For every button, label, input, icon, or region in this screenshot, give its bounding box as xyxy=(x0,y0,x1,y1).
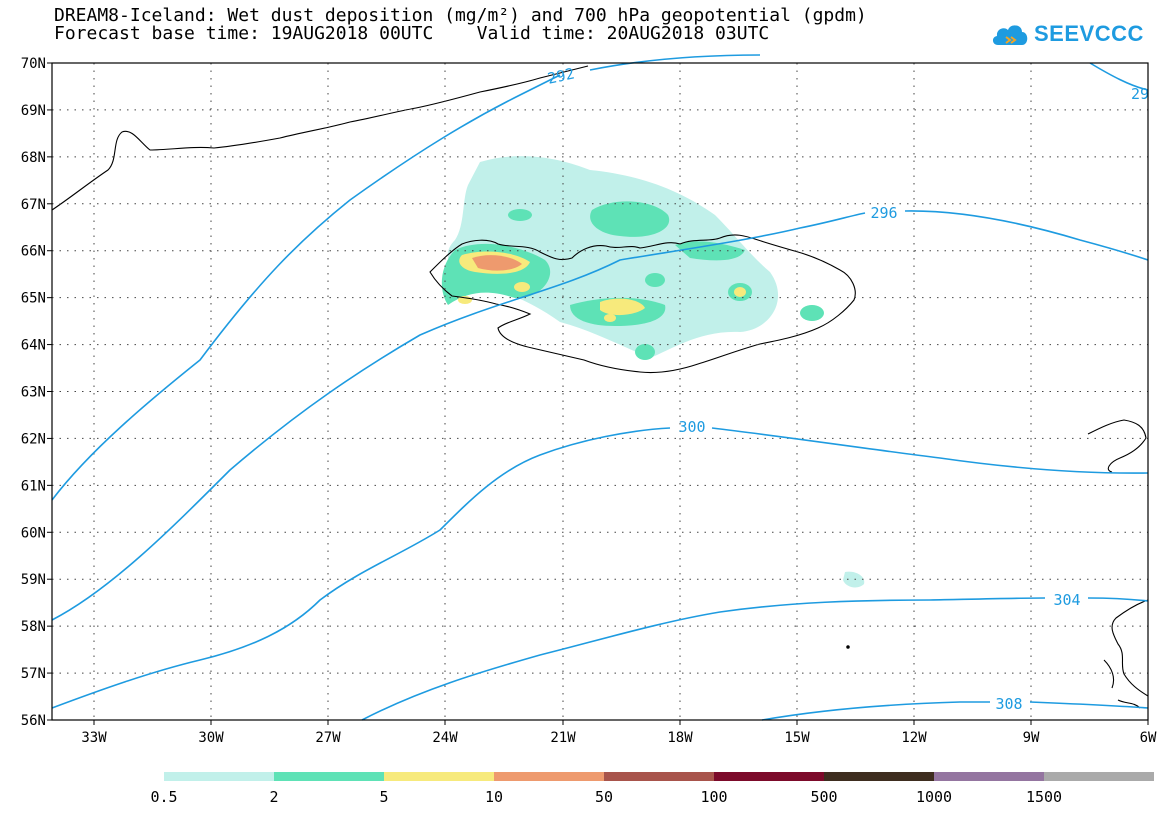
coastlines xyxy=(51,65,1149,709)
dust-area-light xyxy=(843,571,865,588)
dust-deposition-shading xyxy=(441,156,865,588)
lat-label: 65N xyxy=(21,291,46,307)
latitude-axis: 70N 69N 68N 67N 66N 65N 64N 63N 62N 61N 60N 59N 58N 5… xyxy=(21,56,52,729)
dust-area-green xyxy=(508,209,532,221)
legend-label: 2 xyxy=(269,788,278,806)
contour-line xyxy=(761,701,990,721)
legend-label: 0.5 xyxy=(150,788,177,806)
dust-area-yellow xyxy=(600,298,645,316)
contour-label: 292 xyxy=(546,64,576,87)
lat-label: 57N xyxy=(21,666,46,682)
lon-label: 24W xyxy=(432,730,458,746)
dust-area-green xyxy=(645,273,665,287)
lat-label: 66N xyxy=(21,244,46,260)
scotland-mainland-coastline xyxy=(1103,599,1149,709)
legend-swatch xyxy=(714,772,824,781)
dust-area-yellow xyxy=(514,282,530,292)
geopotential-contours: 292 29 296 300 304 308 xyxy=(51,54,1149,721)
contour-line xyxy=(711,427,1149,474)
legend-label: 100 xyxy=(700,788,727,806)
lon-label: 21W xyxy=(550,730,576,746)
lat-label: 60N xyxy=(21,525,46,541)
lon-label: 6W xyxy=(1140,730,1157,746)
lon-label: 12W xyxy=(901,730,927,746)
dust-area-light xyxy=(447,156,779,358)
legend-label: 1500 xyxy=(1026,788,1062,806)
contour-line xyxy=(1089,62,1149,91)
contour-line xyxy=(361,597,1046,721)
legend-swatch xyxy=(164,772,274,781)
lon-label: 9W xyxy=(1023,730,1040,746)
lon-label: 30W xyxy=(198,730,224,746)
lat-label: 61N xyxy=(21,478,46,494)
dust-area-green xyxy=(590,201,670,237)
forecast-times: Forecast base time: 19AUG2018 00UTC Vali… xyxy=(54,23,770,44)
lat-label: 62N xyxy=(21,431,46,447)
legend-swatch xyxy=(384,772,494,781)
color-legend: 0.5 2 5 10 50 100 500 1000 1500 xyxy=(150,772,1154,806)
lon-label: 15W xyxy=(784,730,810,746)
lat-label: 64N xyxy=(21,338,46,354)
legend-swatch xyxy=(604,772,714,781)
map-title: DREAM8-Iceland: Wet dust deposition (mg/… xyxy=(54,5,867,26)
dust-area-green xyxy=(800,305,824,321)
graticule xyxy=(52,63,1148,720)
legend-label: 5 xyxy=(379,788,388,806)
dust-area-green xyxy=(635,344,655,360)
lat-label: 63N xyxy=(21,385,46,401)
contour-line xyxy=(904,210,1149,261)
lat-label: 70N xyxy=(21,56,46,72)
lat-label: 69N xyxy=(21,103,46,119)
legend-label: 50 xyxy=(595,788,613,806)
contour-line xyxy=(1087,597,1149,602)
contour-line xyxy=(51,74,561,501)
legend-swatch xyxy=(1044,772,1154,781)
legend-label: 1000 xyxy=(916,788,952,806)
iceland-coastline xyxy=(429,234,856,374)
dust-area-yellow xyxy=(604,314,616,322)
lat-label: 67N xyxy=(21,197,46,213)
cloud-icon xyxy=(992,25,1028,45)
contour-line xyxy=(51,212,866,621)
legend-swatch xyxy=(934,772,1044,781)
contour-label: 300 xyxy=(678,418,705,436)
lon-label: 18W xyxy=(667,730,693,746)
legend-swatch xyxy=(274,772,384,781)
lon-label: 33W xyxy=(81,730,107,746)
greenland-coastline xyxy=(51,65,589,211)
contour-label: 308 xyxy=(995,695,1022,713)
contour-line xyxy=(1029,701,1149,709)
lon-label: 27W xyxy=(315,730,341,746)
contour-label: 29 xyxy=(1131,85,1149,103)
contour-line xyxy=(589,54,761,71)
contour-line xyxy=(51,427,671,709)
logo-text: SEEVCCC xyxy=(1034,21,1144,46)
longitude-axis: 33W 30W 27W 24W 21W 18W 15W 12W 9W 6W xyxy=(81,720,1157,746)
contour-label: 296 xyxy=(870,204,897,222)
dust-area-green xyxy=(675,241,745,261)
legend-swatch xyxy=(824,772,934,781)
dust-area-orange xyxy=(472,255,522,271)
lat-label: 59N xyxy=(21,572,46,588)
island-dot xyxy=(846,645,850,649)
scotland-coastline xyxy=(1087,419,1147,473)
lat-label: 68N xyxy=(21,150,46,166)
legend-label: 10 xyxy=(485,788,503,806)
lat-label: 56N xyxy=(21,713,46,729)
seevccc-logo: SEEVCCC xyxy=(990,16,1144,52)
contour-label: 304 xyxy=(1053,591,1080,609)
lat-label: 58N xyxy=(21,619,46,635)
legend-swatch xyxy=(494,772,604,781)
dust-area-yellow xyxy=(734,287,746,297)
legend-label: 500 xyxy=(810,788,837,806)
